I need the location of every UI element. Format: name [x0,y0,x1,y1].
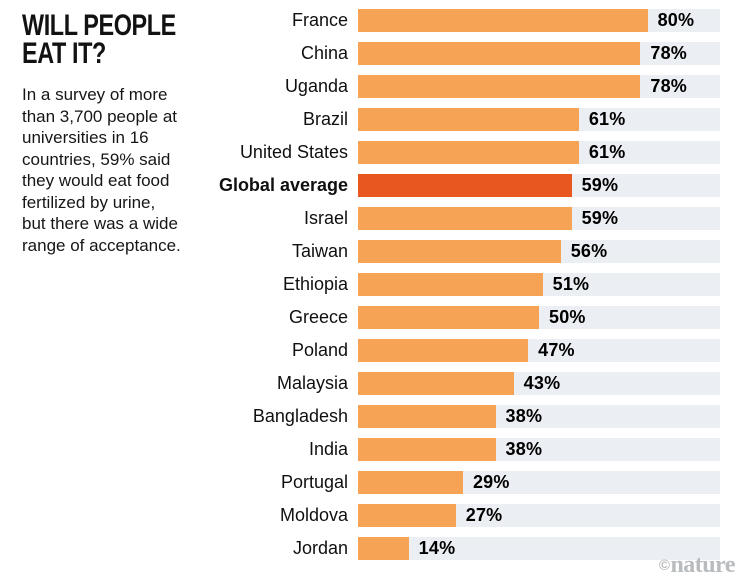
bar-row: Poland 47% [0,334,751,367]
bar [358,174,572,197]
country-label: Brazil [302,109,348,129]
value-label: 50% [549,307,586,327]
bar-row: Ethiopia 51% [0,268,751,301]
bar [358,438,496,461]
bar-track: 51% [358,273,720,296]
bar-track: 78% [358,75,720,98]
watermark-name: nature [670,552,735,578]
bar-track: 38% [358,405,720,428]
bar [358,75,641,98]
bar-track: 78% [358,42,720,65]
bar-track: 43% [358,372,720,395]
bar [358,306,539,329]
value-label: 38% [505,406,543,426]
bar [358,108,579,131]
nature-watermark: ©nature [658,552,736,579]
bar-row: Bangladesh 38% [0,400,751,433]
bar-row: France 80% [0,4,751,37]
bar-track: 59% [358,207,720,230]
bar-rows: France 80% China 78% Uganda 78% Brazil 6… [0,4,751,565]
value-label: 47% [538,340,575,360]
bar [358,504,456,527]
bar-row: Portugal 29% [0,466,751,499]
copyright-icon: © [658,557,670,574]
country-label: Taiwan [291,241,348,261]
bar [358,339,529,362]
bar-row: India 38% [0,433,751,466]
country-label: France [291,10,348,30]
country-label: Poland [291,340,348,360]
value-label: 80% [657,10,695,30]
bar-track: 38% [358,438,720,461]
bar-row: China 78% [0,37,751,70]
value-label: 61% [588,142,626,162]
bar-track: 50% [358,306,720,329]
bar [358,273,543,296]
bar-row: Global average 59% [0,169,751,202]
bar-track: 47% [358,339,720,362]
bar-row: Uganda 78% [0,70,751,103]
bar-row: United States 61% [0,136,751,169]
country-label: Ethiopia [282,274,348,294]
bar [358,207,572,230]
bar [358,471,463,494]
bar [358,42,641,65]
bar [358,372,514,395]
bar-track: 56% [358,240,720,263]
bar-row: Brazil 61% [0,103,751,136]
country-label: Bangladesh [252,406,348,426]
bar-row: Israel 59% [0,202,751,235]
bar-track: 59% [358,174,720,197]
bar-row: Jordan 14% [0,532,751,565]
country-label: Jordan [292,538,348,558]
bar-track: 29% [358,471,720,494]
value-label: 61% [588,109,626,129]
chart-description: In a survey of more than 3,700 people at… [22,85,181,255]
bar-track: 61% [358,141,720,164]
bar [358,9,648,32]
value-label: 51% [552,274,590,294]
value-label: 43% [523,373,561,393]
country-label: India [308,439,348,459]
country-label: Moldova [279,505,348,525]
country-label: Global average [218,175,348,195]
bar [358,240,561,263]
bar-row: Taiwan 56% [0,235,751,268]
bar [358,537,409,560]
bar-track: 61% [358,108,720,131]
value-label: 78% [650,76,687,96]
bar-chart: France 80% China 78% Uganda 78% Brazil 6… [0,4,751,565]
bar-row: Malaysia 43% [0,367,751,400]
value-label: 59% [581,175,619,195]
country-label: Israel [303,208,348,228]
value-label: 59% [581,208,619,228]
country-label: Greece [288,307,348,327]
value-label: 56% [570,241,608,261]
page-title: WILL PEOPLE EAT IT? [22,9,176,70]
bar-row: Moldova 27% [0,499,751,532]
bar [358,405,496,428]
country-label: United States [239,142,348,162]
value-label: 78% [650,43,687,63]
value-label: 38% [505,439,543,459]
header-panel: WILL PEOPLE EAT IT? In a survey of more … [22,9,272,256]
bar-track: 14% [358,537,720,560]
country-label: Portugal [280,472,348,492]
bar [358,141,579,164]
country-label: China [300,43,348,63]
value-label: 14% [418,538,456,558]
bar-track: 80% [358,9,720,32]
bar-track: 27% [358,504,720,527]
country-label: Uganda [284,76,348,96]
value-label: 29% [472,472,510,492]
bar-row: Greece 50% [0,301,751,334]
value-label: 27% [465,505,503,525]
country-label: Malaysia [276,373,348,393]
